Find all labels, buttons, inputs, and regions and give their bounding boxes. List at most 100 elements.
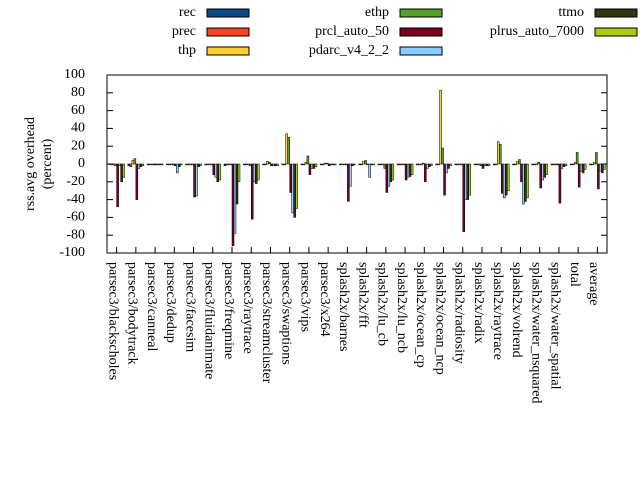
- y-tick-label: -60: [66, 210, 85, 225]
- bar: [268, 161, 271, 165]
- bar: [351, 163, 354, 167]
- bar: [229, 163, 233, 166]
- legend-swatch: [594, 27, 638, 37]
- x-tick-label: splash2x/radix: [471, 262, 486, 344]
- x-tick-label: parsec3/vips: [298, 262, 313, 332]
- bar: [512, 163, 515, 166]
- bar: [321, 163, 325, 166]
- bar: [127, 163, 131, 167]
- legend-label: plrus_auto_7000: [490, 24, 584, 39]
- bar: [206, 163, 210, 166]
- bar: [473, 163, 477, 166]
- x-tick-label: splash2x/fft: [355, 262, 370, 328]
- y-tick-label: 60: [71, 103, 85, 118]
- bar: [483, 163, 487, 167]
- bar: [535, 163, 538, 166]
- legend-label: rec: [179, 5, 196, 20]
- bar: [591, 163, 594, 166]
- bar: [552, 163, 556, 166]
- bar: [150, 163, 154, 166]
- y-axis-label: (percent): [40, 138, 55, 189]
- bar: [445, 163, 448, 174]
- bar: [323, 162, 327, 165]
- bar: [160, 163, 164, 166]
- bar: [391, 163, 395, 181]
- bar: [564, 163, 568, 167]
- bar: [387, 163, 391, 187]
- bar: [304, 161, 308, 165]
- bar: [152, 163, 156, 166]
- bar: [416, 163, 419, 166]
- bar: [254, 163, 258, 184]
- bar: [487, 163, 491, 167]
- bar: [441, 147, 444, 165]
- bar: [333, 163, 337, 166]
- bar: [558, 163, 562, 204]
- bar: [362, 161, 365, 165]
- bar: [329, 163, 333, 166]
- bar: [428, 163, 431, 167]
- bar: [496, 141, 500, 165]
- bar: [550, 163, 554, 166]
- bar: [601, 163, 604, 174]
- x-tick-label: parsec3/freqmine: [221, 262, 236, 359]
- bar: [185, 163, 188, 166]
- bar: [439, 89, 442, 165]
- legend-swatch: [399, 8, 443, 18]
- bar: [571, 163, 575, 166]
- bar: [353, 163, 356, 166]
- bar: [458, 163, 462, 166]
- bar: [285, 133, 288, 165]
- bar: [462, 163, 466, 232]
- bar: [242, 163, 246, 166]
- bar: [154, 163, 158, 166]
- bar: [560, 163, 564, 169]
- bar: [475, 163, 479, 166]
- bar: [541, 163, 544, 181]
- x-tick-label: splash2x/water_spatial: [548, 262, 563, 390]
- bar: [531, 163, 534, 166]
- bar: [168, 163, 171, 166]
- bar: [233, 163, 237, 234]
- bar: [498, 144, 502, 165]
- bar: [554, 163, 558, 166]
- bar: [210, 163, 214, 166]
- bar: [272, 163, 275, 167]
- bar: [447, 163, 450, 169]
- bar: [112, 163, 115, 166]
- bar: [274, 163, 277, 167]
- y-tick-label: -20: [66, 174, 85, 189]
- legend-label: ttmo: [558, 5, 584, 20]
- bar: [360, 163, 363, 166]
- y-tick-label: 40: [71, 121, 85, 136]
- bar: [225, 163, 229, 166]
- bar: [266, 161, 269, 165]
- bar: [347, 163, 350, 202]
- bar: [256, 163, 260, 181]
- bar: [583, 163, 587, 170]
- bar: [308, 163, 312, 175]
- bar: [372, 163, 375, 166]
- bar: [468, 163, 472, 196]
- bar: [118, 163, 121, 167]
- legend-swatch: [399, 46, 443, 56]
- bar: [492, 163, 496, 166]
- bar: [170, 163, 173, 166]
- bar: [579, 163, 583, 172]
- bar: [500, 163, 504, 194]
- x-tick-label: splash2x/lu_ncb: [394, 262, 409, 353]
- legend-swatch: [206, 46, 250, 56]
- bar: [248, 163, 252, 167]
- bar: [289, 163, 292, 193]
- bar: [573, 161, 577, 165]
- x-tick-label: total: [567, 262, 582, 287]
- bar: [137, 163, 141, 169]
- bar: [545, 163, 548, 175]
- x-tick-label: parsec3/bodytrack: [125, 262, 140, 365]
- legend-label: ethp: [365, 5, 389, 20]
- bar: [402, 163, 406, 166]
- bar: [597, 163, 600, 190]
- bar: [197, 163, 200, 167]
